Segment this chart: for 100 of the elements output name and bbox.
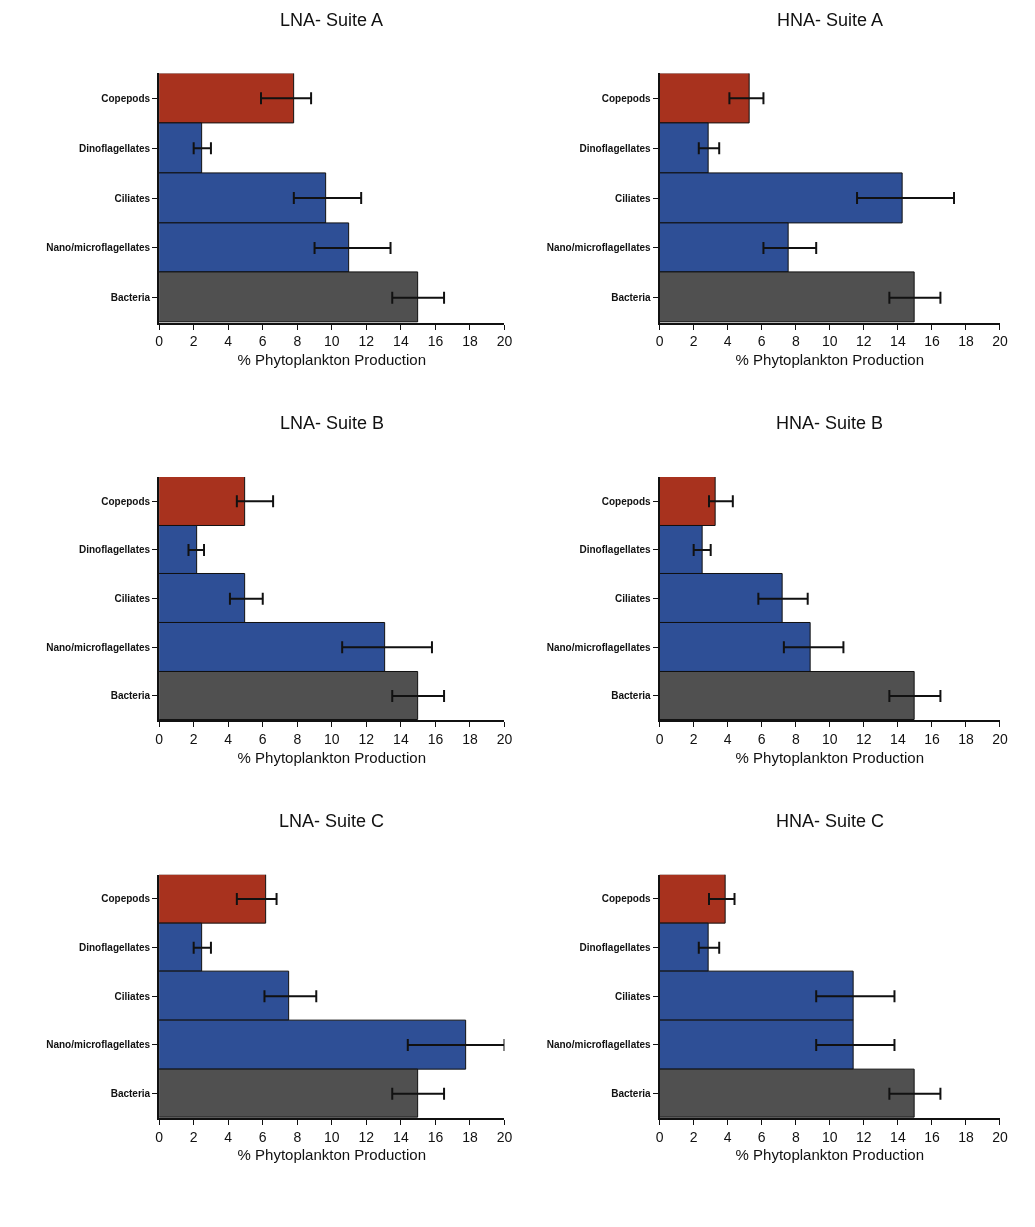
x-axis-title: % Phytoplankton Production <box>237 350 427 368</box>
x-tick-label: 6 <box>757 333 766 350</box>
y-tick-label: Copepods <box>101 92 151 104</box>
x-tick-label: 16 <box>924 333 940 350</box>
x-tick-label: 4 <box>224 333 233 350</box>
x-tick-label: 14 <box>890 1128 906 1145</box>
x-axis-title: % Phytoplankton Production <box>237 1146 427 1164</box>
x-tick-label: 12 <box>358 333 375 350</box>
x-tick-label: 6 <box>258 731 267 748</box>
x-tick-label: 2 <box>189 731 198 748</box>
chart-title: HNA- Suite B <box>776 413 884 433</box>
x-tick-label: 12 <box>358 1128 375 1145</box>
y-tick-label: Bacteria <box>611 292 652 304</box>
x-tick-label: 8 <box>293 333 302 350</box>
x-tick-label: 0 <box>155 1128 164 1145</box>
x-tick-label: 16 <box>924 731 940 748</box>
x-tick-label: 18 <box>462 1128 478 1145</box>
x-tick-label: 0 <box>155 731 164 748</box>
y-tick-label: Ciliates <box>114 192 151 204</box>
x-tick-label: 14 <box>890 731 906 748</box>
y-tick-label: Dinoflagellates <box>579 544 652 556</box>
y-tick-label: Dinoflagellates <box>79 544 151 556</box>
x-tick-label: 16 <box>924 1128 940 1145</box>
x-tick-label: 0 <box>655 333 664 350</box>
x-tick-label: 14 <box>393 333 409 350</box>
x-tick-label: 18 <box>958 1128 974 1145</box>
x-tick-label: 0 <box>655 731 664 748</box>
x-tick-label: 8 <box>293 1128 302 1145</box>
x-tick-label: 6 <box>757 731 766 748</box>
x-tick-label: 2 <box>189 333 198 350</box>
x-tick-label: 4 <box>723 1128 732 1145</box>
x-tick-label: 18 <box>462 333 478 350</box>
x-tick-label: 18 <box>958 731 974 748</box>
y-tick-label: Nano/microflagellates <box>546 641 652 653</box>
x-tick-label: 18 <box>462 731 478 748</box>
x-tick-label: 0 <box>655 1128 664 1145</box>
x-tick-label: 0 <box>155 333 164 350</box>
chart-title: LNA- Suite B <box>280 413 385 433</box>
x-tick-label: 12 <box>856 731 872 748</box>
x-axis-title: % Phytoplankton Production <box>735 748 925 766</box>
y-tick-label: Nano/microflagellates <box>46 641 151 653</box>
x-tick-label: 20 <box>992 1128 1008 1145</box>
x-tick-label: 8 <box>791 1128 800 1145</box>
chart-title: LNA- Suite C <box>279 811 385 831</box>
x-tick-label: 4 <box>723 731 732 748</box>
x-tick-label: 10 <box>822 731 838 748</box>
x-tick-label: 14 <box>890 333 906 350</box>
x-tick-label: 20 <box>496 731 513 748</box>
x-tick-label: 10 <box>324 333 340 350</box>
x-tick-label: 12 <box>856 1128 872 1145</box>
y-tick-label: Nano/microflagellates <box>546 242 652 254</box>
x-tick-label: 16 <box>427 731 444 748</box>
y-tick-label: Dinoflagellates <box>79 142 151 154</box>
y-tick-label: Copepods <box>601 495 652 507</box>
x-tick-label: 6 <box>258 1128 267 1145</box>
x-tick-label: 4 <box>224 1128 233 1145</box>
x-tick-label: 10 <box>822 1128 838 1145</box>
y-tick-label: Copepods <box>101 893 151 905</box>
y-tick-label: Nano/microflagellates <box>46 242 151 254</box>
x-tick-label: 16 <box>427 333 444 350</box>
x-axis-title: % Phytoplankton Production <box>735 1146 925 1164</box>
x-axis-title: % Phytoplankton Production <box>237 748 427 766</box>
x-tick-label: 4 <box>723 333 732 350</box>
x-tick-label: 2 <box>689 333 698 350</box>
y-tick-label: Nano/microflagellates <box>46 1039 151 1051</box>
y-tick-label: Bacteria <box>110 690 151 702</box>
x-tick-label: 12 <box>856 333 872 350</box>
x-tick-label: 20 <box>496 1128 513 1145</box>
x-tick-label: 2 <box>189 1128 198 1145</box>
y-tick-label: Bacteria <box>611 690 652 702</box>
x-tick-label: 2 <box>689 731 698 748</box>
y-tick-label: Ciliates <box>114 593 151 605</box>
x-tick-label: 2 <box>689 1128 698 1145</box>
chart-title: HNA- Suite C <box>776 811 885 831</box>
x-tick-label: 8 <box>293 731 302 748</box>
y-tick-label: Ciliates <box>615 593 652 605</box>
y-tick-label: Bacteria <box>611 1088 652 1100</box>
y-tick-label: Dinoflagellates <box>79 942 151 954</box>
y-tick-label: Nano/microflagellates <box>546 1039 652 1051</box>
x-tick-label: 20 <box>496 333 513 350</box>
x-tick-label: 20 <box>992 333 1008 350</box>
y-tick-label: Copepods <box>601 92 652 104</box>
x-tick-label: 10 <box>324 1128 340 1145</box>
x-tick-label: 10 <box>324 731 340 748</box>
x-tick-label: 6 <box>258 333 267 350</box>
y-tick-label: Copepods <box>101 495 151 507</box>
y-tick-label: Ciliates <box>615 990 652 1002</box>
chart-title: HNA- Suite A <box>777 10 884 30</box>
x-tick-label: 8 <box>791 731 800 748</box>
chart-title: LNA- Suite A <box>280 10 384 30</box>
x-tick-label: 14 <box>393 1128 409 1145</box>
y-tick-label: Dinoflagellates <box>579 942 652 954</box>
x-tick-label: 4 <box>224 731 233 748</box>
x-tick-label: 16 <box>427 1128 444 1145</box>
y-tick-label: Bacteria <box>110 1088 151 1100</box>
x-axis-title: % Phytoplankton Production <box>735 350 925 368</box>
y-tick-label: Bacteria <box>110 292 151 304</box>
x-tick-label: 6 <box>757 1128 766 1145</box>
y-tick-label: Ciliates <box>615 192 652 204</box>
y-tick-label: Ciliates <box>114 990 151 1002</box>
